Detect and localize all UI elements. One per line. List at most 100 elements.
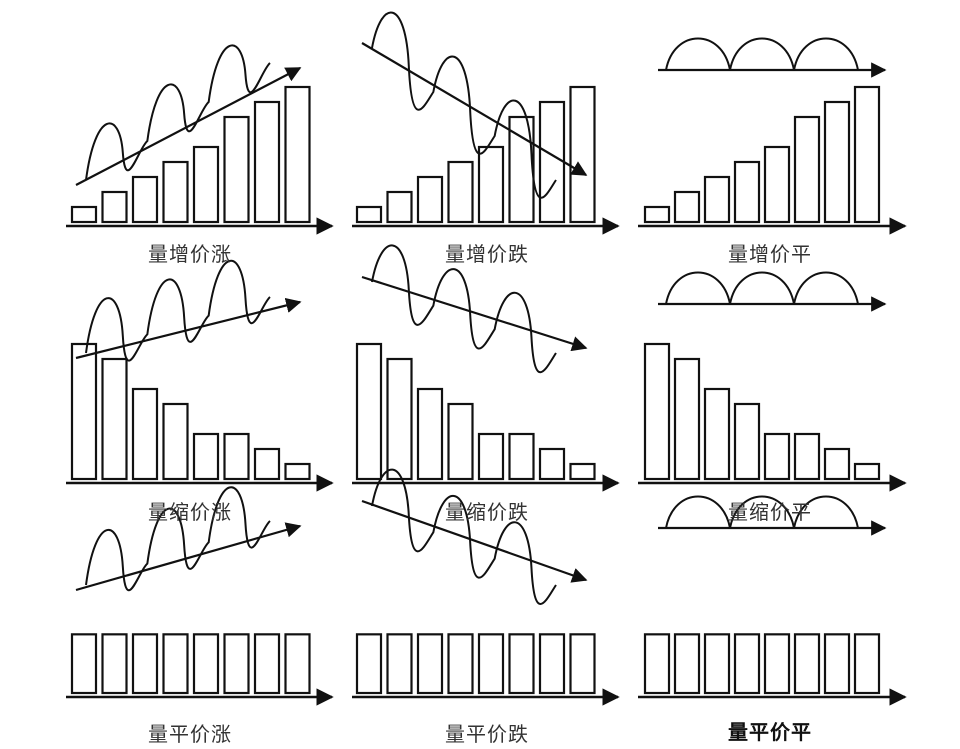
volume-bar xyxy=(793,633,821,695)
volume-bar xyxy=(223,115,250,224)
volume-bar xyxy=(416,175,444,224)
volume-bar xyxy=(223,432,250,481)
panel-label-7: 量平价涨 xyxy=(148,722,232,746)
price-wave-line xyxy=(371,468,557,605)
volume-bar xyxy=(673,633,701,695)
volume-bar xyxy=(733,633,761,695)
volume-bar xyxy=(673,190,701,224)
volume-bar xyxy=(192,633,220,695)
panel-label-8: 量平价跌 xyxy=(445,722,529,746)
volume-bar xyxy=(643,342,671,481)
panel-label-4: 量缩价涨 xyxy=(148,500,232,524)
price-trend-arrow xyxy=(361,42,588,176)
panel-3 xyxy=(638,37,907,235)
volume-bar xyxy=(643,205,671,224)
panel-1 xyxy=(66,44,334,235)
volume-bar xyxy=(131,387,159,481)
price-wave-line xyxy=(665,271,859,305)
volume-bar xyxy=(447,633,474,695)
panel-5 xyxy=(352,244,620,492)
volume-bar xyxy=(284,462,311,481)
price-wave-line xyxy=(371,244,557,374)
volume-bar xyxy=(673,357,701,481)
panel-7 xyxy=(66,486,334,706)
price-wave-line xyxy=(665,495,859,529)
volume-bar xyxy=(131,633,159,695)
volume-bar xyxy=(538,447,566,481)
volume-bar xyxy=(253,633,281,695)
panel-2 xyxy=(352,11,620,235)
panel-8 xyxy=(352,468,620,706)
volume-bar xyxy=(703,175,731,224)
volume-bar xyxy=(477,432,505,481)
price-trend-arrow xyxy=(361,499,588,583)
price-trend-arrow xyxy=(75,67,302,186)
volume-bar xyxy=(703,387,731,481)
panel-label-1: 量增价涨 xyxy=(148,242,232,266)
volume-bar xyxy=(223,633,250,695)
volume-bar xyxy=(447,402,474,481)
volume-bar xyxy=(192,432,220,481)
volume-bar xyxy=(477,145,505,224)
volume-bar xyxy=(101,633,128,695)
volume-bar xyxy=(355,342,383,481)
volume-bar xyxy=(416,387,444,481)
volume-bar xyxy=(70,205,98,224)
price-wave-line xyxy=(85,259,271,362)
price-trend-arrow xyxy=(361,275,588,352)
price-trend-arrow xyxy=(75,522,302,592)
panel-6 xyxy=(638,271,907,492)
volume-bar xyxy=(162,160,189,224)
price-wave-line xyxy=(665,37,859,71)
volume-bar xyxy=(733,402,761,481)
price-trend-arrow xyxy=(75,297,302,360)
volume-bar xyxy=(355,633,383,695)
panel-label-3: 量增价平 xyxy=(728,242,812,266)
volume-bar xyxy=(162,402,189,481)
volume-bar xyxy=(569,85,596,224)
volume-bar xyxy=(763,633,791,695)
volume-bar xyxy=(253,447,281,481)
volume-bar xyxy=(101,190,128,224)
volume-bar xyxy=(416,633,444,695)
volume-bar xyxy=(192,145,220,224)
volume-bar xyxy=(853,633,881,695)
panel-label-6: 量缩价平 xyxy=(728,500,812,524)
volume-bar xyxy=(386,357,413,481)
volume-bar xyxy=(793,115,821,224)
panel-label-9: 量平价平 xyxy=(728,720,812,744)
volume-bar xyxy=(477,633,505,695)
volume-bar xyxy=(162,633,189,695)
volume-bar xyxy=(853,462,881,481)
volume-bar xyxy=(538,100,566,224)
volume-bar xyxy=(569,462,596,481)
volume-bar xyxy=(284,85,311,224)
volume-bar xyxy=(131,175,159,224)
price-wave-line xyxy=(85,44,271,181)
panel-9 xyxy=(638,495,907,706)
volume-bar xyxy=(643,633,671,695)
volume-bar xyxy=(538,633,566,695)
volume-bar xyxy=(823,633,851,695)
volume-bar xyxy=(101,357,128,481)
volume-bar xyxy=(386,633,413,695)
volume-bar xyxy=(508,432,535,481)
volume-bar xyxy=(733,160,761,224)
volume-bar xyxy=(569,633,596,695)
volume-bar xyxy=(703,633,731,695)
volume-bar xyxy=(355,205,383,224)
volume-bar xyxy=(70,342,98,481)
price-wave-line xyxy=(85,486,271,592)
volume-bar xyxy=(284,633,311,695)
volume-bar xyxy=(447,160,474,224)
volume-bar xyxy=(253,100,281,224)
volume-bar xyxy=(763,145,791,224)
panel-4 xyxy=(66,259,334,492)
volume-bar xyxy=(70,633,98,695)
volume-bar xyxy=(386,190,413,224)
volume-bar xyxy=(793,432,821,481)
volume-bar xyxy=(853,85,881,224)
volume-bar xyxy=(823,447,851,481)
